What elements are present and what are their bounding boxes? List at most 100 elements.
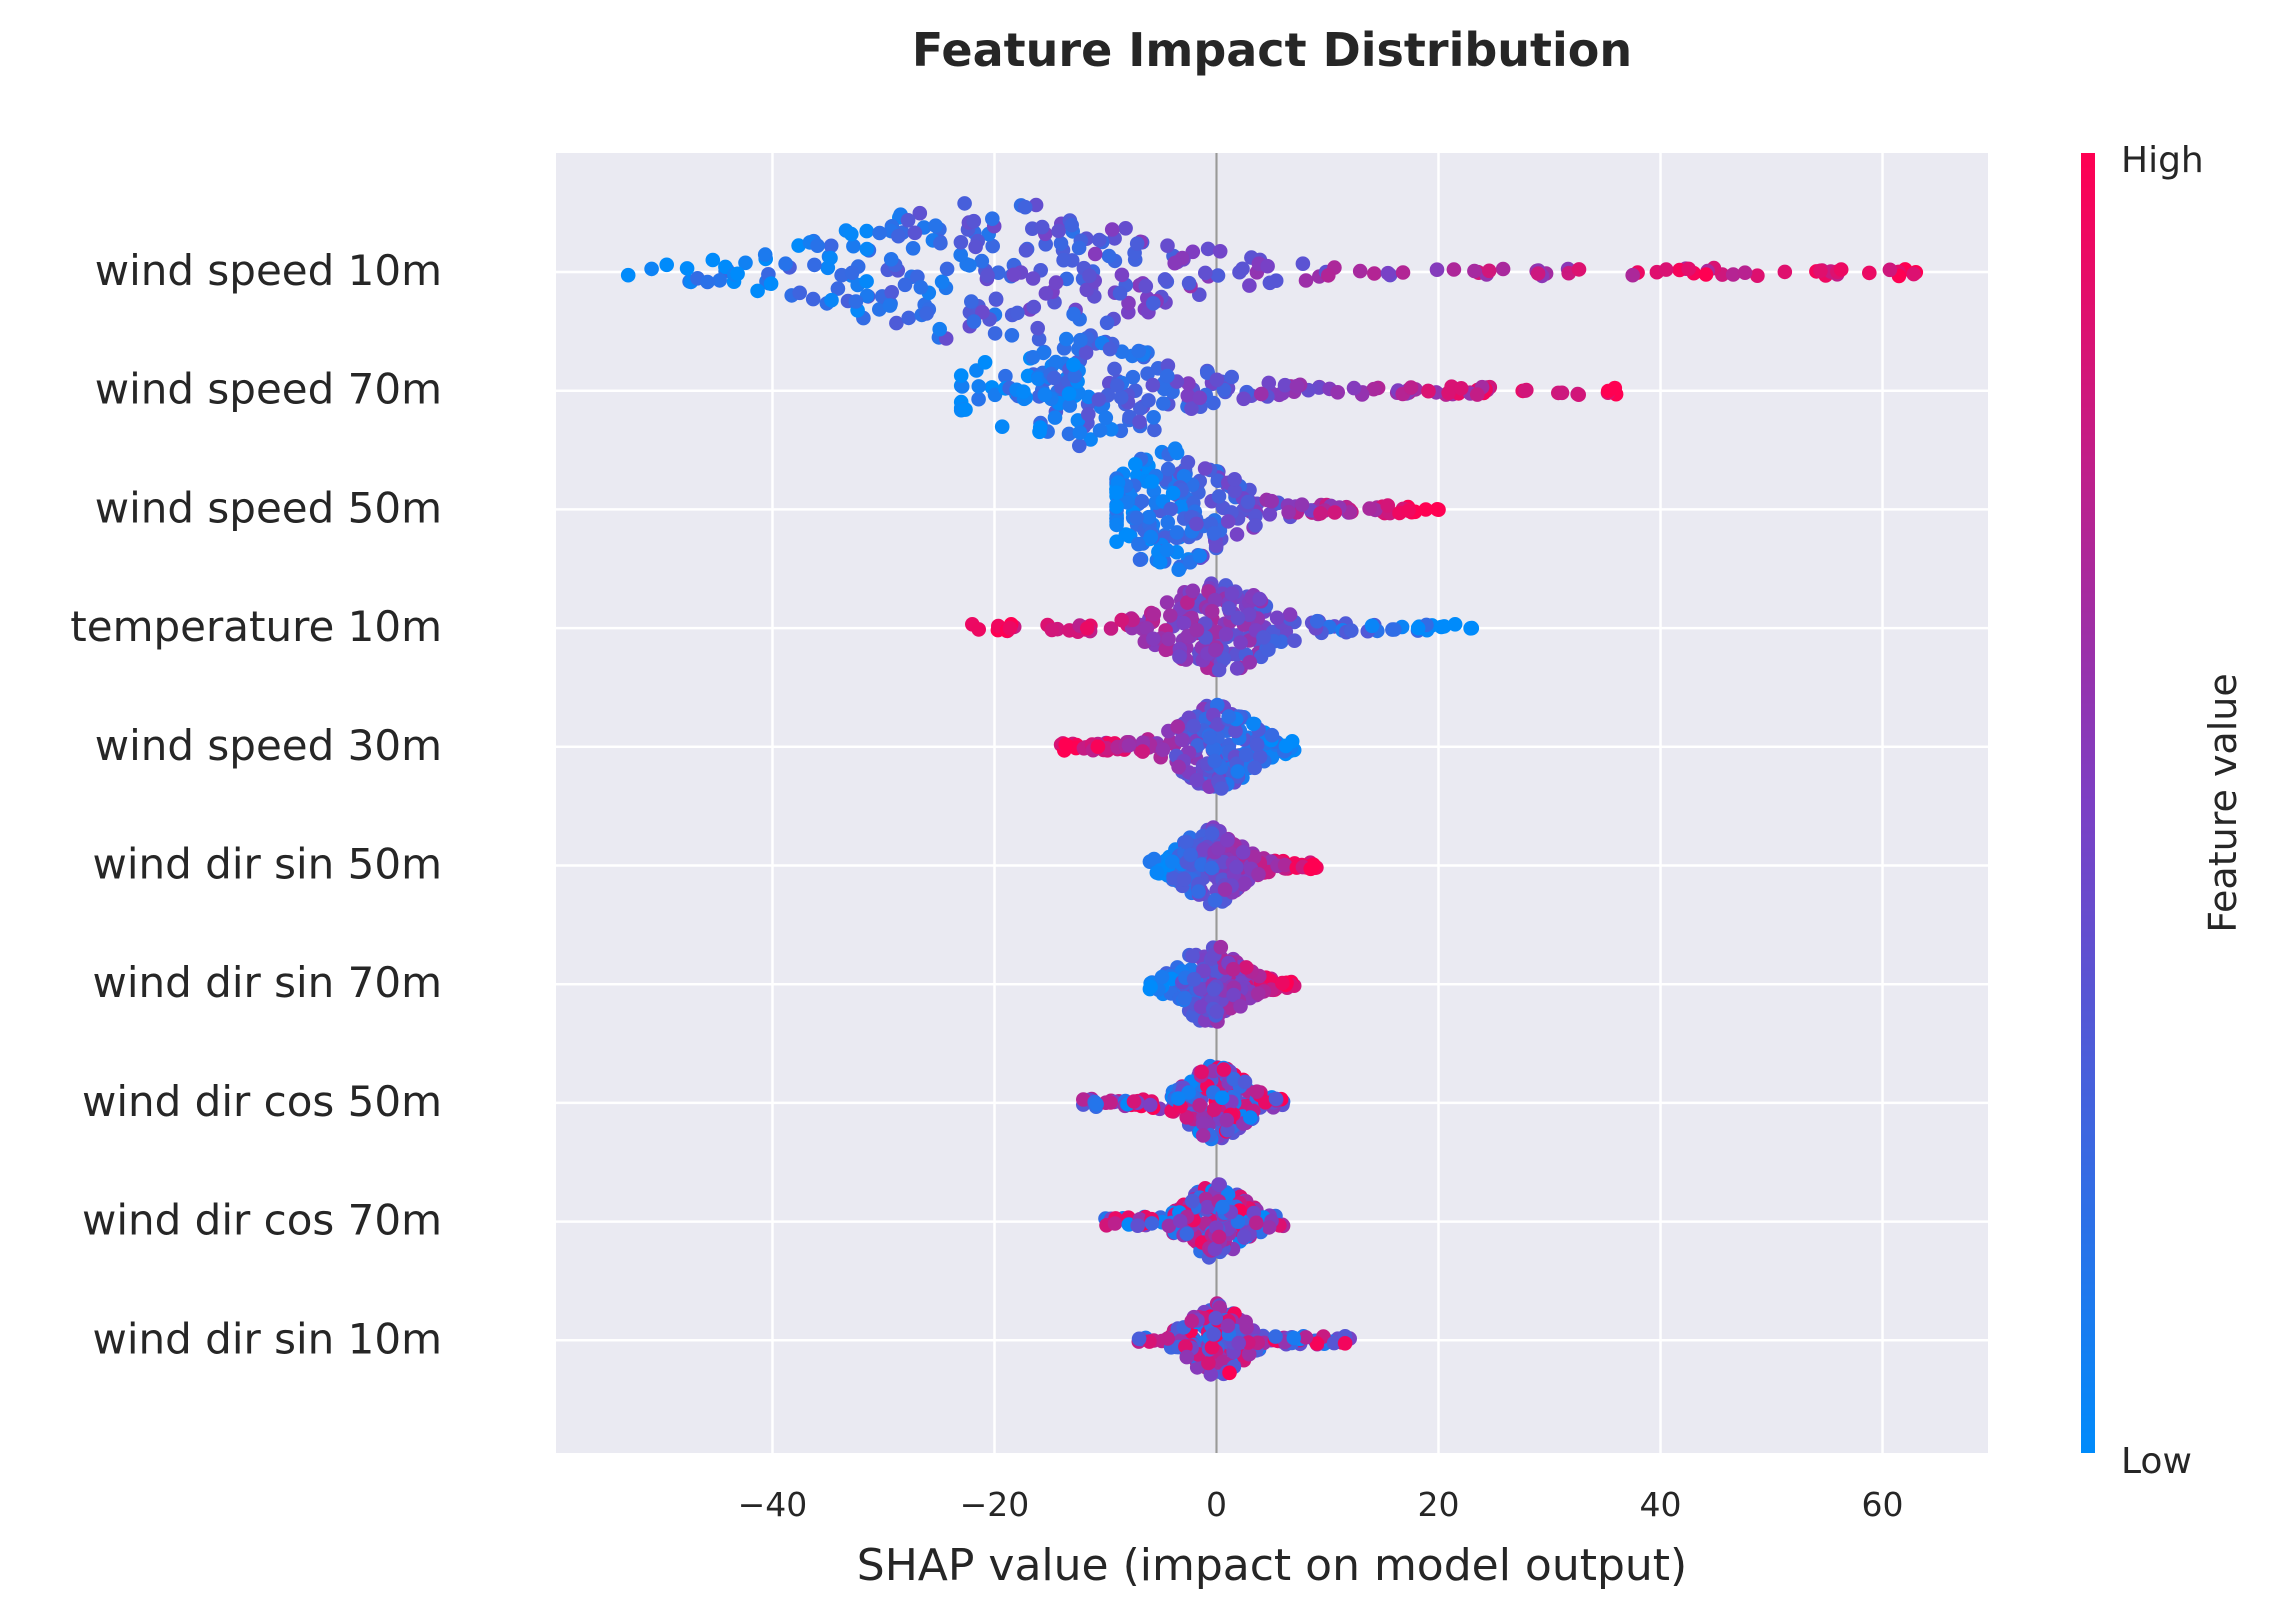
data-point (823, 238, 839, 254)
data-point (1131, 343, 1146, 359)
data-point (1238, 1314, 1253, 1330)
plot-background (556, 153, 1988, 1453)
data-point (1212, 244, 1228, 259)
data-point (1387, 622, 1402, 637)
data-point (1044, 622, 1060, 638)
data-point (994, 419, 1010, 435)
data-point (1233, 635, 1248, 650)
data-point (1268, 1091, 1284, 1107)
data-point (679, 261, 695, 276)
data-point (1277, 857, 1293, 873)
data-point (1777, 264, 1793, 280)
feature-label: temperature 10m (70, 602, 442, 651)
data-point (1176, 468, 1192, 484)
data-point (792, 285, 807, 301)
data-points (620, 196, 1924, 1382)
feature-labels: wind speed 10m wind speed 70m wind speed 5… (70, 246, 442, 1363)
data-point (1048, 354, 1064, 370)
data-point (738, 255, 753, 271)
data-point (1053, 236, 1069, 251)
data-point (1249, 1215, 1264, 1231)
data-point (1114, 612, 1129, 628)
data-point (1247, 849, 1262, 865)
data-point (1051, 223, 1066, 239)
data-point (1403, 380, 1419, 395)
data-point (1181, 376, 1196, 391)
data-point (1380, 498, 1396, 513)
data-point (1180, 595, 1195, 610)
data-point (1132, 414, 1147, 430)
data-point (1160, 515, 1176, 530)
data-point (1189, 622, 1205, 638)
data-point (1078, 345, 1094, 361)
data-point (1109, 485, 1124, 501)
data-point (1366, 381, 1381, 397)
data-point (859, 274, 874, 289)
data-point (872, 225, 887, 241)
data-point (844, 265, 860, 281)
data-point (1204, 604, 1220, 619)
data-point (966, 314, 982, 329)
data-point (1208, 642, 1223, 658)
data-point (1226, 987, 1241, 1003)
data-point (1364, 618, 1380, 634)
data-point (905, 241, 921, 256)
data-point (705, 252, 721, 268)
data-point (1264, 727, 1280, 743)
data-point (1067, 368, 1083, 384)
data-point (1330, 385, 1345, 400)
data-point (1205, 742, 1221, 757)
data-point (846, 238, 861, 254)
data-point (1248, 518, 1263, 533)
data-point (1260, 258, 1275, 274)
data-point (1206, 526, 1222, 541)
data-point (1441, 385, 1456, 401)
data-point (1090, 739, 1106, 754)
data-point (1114, 267, 1130, 283)
data-point (1083, 432, 1098, 447)
data-point (1337, 1336, 1353, 1351)
data-point (883, 251, 899, 267)
data-point (1481, 263, 1497, 279)
data-point (891, 228, 906, 244)
data-point (913, 280, 929, 295)
data-point (1236, 391, 1251, 407)
data-point (1206, 1102, 1222, 1117)
data-point (1230, 764, 1246, 779)
data-point (1146, 631, 1161, 647)
data-point (1177, 990, 1192, 1006)
data-point (1171, 1091, 1186, 1106)
data-point (1321, 268, 1336, 283)
data-point (1229, 859, 1244, 875)
data-point (1222, 1365, 1237, 1381)
data-point (1242, 655, 1258, 670)
x-tick-label: 40 (1640, 1485, 1682, 1524)
data-point (1192, 1098, 1207, 1113)
data-point (1231, 1335, 1246, 1351)
data-point (1228, 723, 1243, 739)
data-point (1309, 613, 1325, 629)
data-point (1016, 384, 1031, 400)
data-point (1160, 461, 1176, 477)
data-point (1199, 1199, 1215, 1215)
data-point (919, 306, 934, 321)
data-point (1061, 426, 1077, 442)
data-point (1179, 1226, 1195, 1241)
data-point (1110, 378, 1125, 393)
data-point (778, 256, 793, 272)
data-point (1163, 501, 1178, 517)
data-point (1554, 385, 1570, 401)
data-point (1163, 608, 1178, 623)
data-point (1269, 610, 1285, 626)
data-point (1287, 633, 1302, 648)
data-point (1313, 506, 1328, 521)
data-point (1220, 514, 1236, 529)
data-point (791, 238, 806, 253)
data-point (1121, 738, 1137, 753)
data-point (1172, 1213, 1188, 1229)
colorbar (2081, 153, 2095, 1453)
data-point (1256, 630, 1271, 645)
colorbar-high-label: High (2121, 140, 2204, 181)
data-point (1025, 271, 1041, 286)
data-point (889, 315, 904, 331)
